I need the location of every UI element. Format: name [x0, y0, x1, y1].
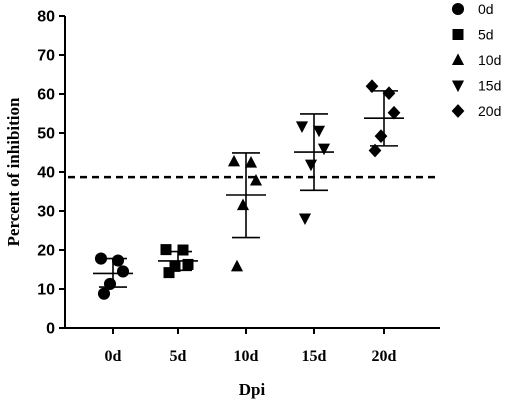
x-axis-title: Dpi	[239, 380, 266, 399]
y-tick-label: 40	[37, 165, 55, 182]
point-5d	[182, 258, 194, 270]
x-tick-label: 15d	[302, 348, 327, 365]
y-tick-label: 50	[37, 126, 55, 143]
y-tick-label: 80	[37, 9, 55, 26]
point-20d	[382, 86, 396, 101]
legend-label: 15d	[478, 78, 501, 94]
legend-marker-5d	[452, 29, 464, 40]
y-tick-label: 60	[37, 87, 55, 104]
x-axis-ticks: 0d 5d 10d 15d 20d	[105, 328, 397, 365]
point-20d	[374, 129, 388, 143]
point-20d	[365, 79, 379, 94]
point-0d	[94, 252, 108, 265]
point-15d	[298, 213, 312, 226]
point-10d	[249, 173, 263, 186]
point-0d	[116, 265, 130, 278]
point-15d	[312, 125, 326, 138]
legend: 0d 5d 10d 15d 20d	[451, 1, 501, 119]
point-5d	[169, 260, 181, 272]
data-points	[94, 79, 401, 300]
error-bars	[93, 90, 404, 288]
legend-label: 10d	[478, 52, 501, 68]
x-tick-label: 20d	[372, 348, 397, 365]
legend-label: 0d	[478, 1, 494, 17]
point-10d	[230, 259, 244, 272]
y-tick-label: 20	[37, 243, 55, 260]
point-5d	[177, 244, 189, 256]
point-10d	[244, 156, 258, 168]
point-10d	[236, 198, 250, 211]
point-10d	[227, 154, 241, 167]
y-tick-label: 70	[37, 48, 55, 65]
point-0d	[97, 287, 111, 300]
point-15d	[304, 159, 318, 172]
legend-marker-20d	[451, 104, 465, 118]
y-axis-title: Percent of inhibition	[4, 97, 23, 246]
x-tick-label: 10d	[234, 348, 259, 365]
x-tick-label: 5d	[170, 348, 187, 365]
point-15d	[295, 121, 309, 133]
legend-marker-0d	[451, 2, 465, 16]
point-20d	[368, 143, 382, 158]
point-0d	[103, 277, 117, 290]
y-tick-label: 10	[37, 282, 55, 299]
point-20d	[387, 105, 401, 120]
legend-label: 20d	[478, 103, 501, 119]
point-15d	[317, 143, 331, 156]
point-5d	[160, 244, 172, 256]
x-tick-label: 0d	[105, 348, 122, 365]
point-5d	[163, 267, 175, 279]
point-0d	[111, 254, 125, 267]
y-axis-ticks: 0 10 20 30 40 50 60 70 80	[37, 9, 65, 338]
legend-marker-15d	[451, 80, 465, 93]
legend-label: 5d	[478, 27, 494, 43]
y-tick-label: 30	[37, 204, 55, 221]
y-tick-label: 0	[46, 321, 55, 338]
legend-marker-10d	[451, 53, 465, 65]
